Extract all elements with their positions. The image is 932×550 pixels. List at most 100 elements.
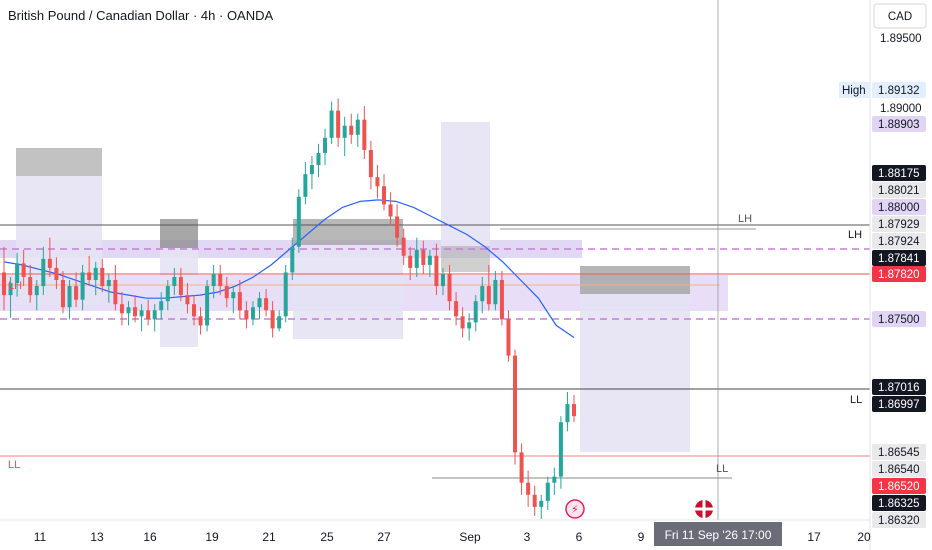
price-label: 1.86997: [878, 399, 920, 411]
candle-body: [133, 307, 138, 317]
level-annotation: LH: [8, 280, 22, 292]
time-tick-label: 25: [320, 530, 334, 544]
price-label: 1.87820: [878, 269, 920, 281]
price-label: 1.88021: [878, 185, 920, 197]
candle-body: [198, 316, 203, 326]
candle-body: [100, 267, 105, 287]
price-label: 1.87841: [878, 253, 920, 265]
price-label-bg: [872, 250, 926, 266]
candle-body: [401, 237, 406, 256]
price-label-bg: [872, 396, 926, 412]
price-label: 1.86545: [878, 447, 920, 459]
level-annotation: LH: [848, 229, 862, 241]
candle-body: [67, 286, 72, 308]
price-axis: CAD 1.89500 1.89000 High 1.89132 1.88903 1.881…: [839, 3, 927, 528]
economic-event-icon[interactable]: [565, 499, 585, 519]
price-label-bg: [872, 182, 926, 198]
candle-body: [54, 267, 59, 281]
candle-body: [28, 276, 33, 296]
candle-body: [388, 204, 393, 217]
candle-body: [434, 255, 439, 287]
candle-body: [47, 258, 52, 268]
chart-title: British Pound / Canadian Dollar · 4h · O…: [8, 8, 274, 23]
candle-body: [382, 186, 386, 205]
candle-body: [87, 272, 92, 281]
zone-box: [160, 219, 198, 248]
candle-body: [126, 307, 131, 314]
currency-label: CAD: [888, 11, 912, 23]
price-tick-label: 1.89500: [880, 33, 922, 45]
high-label: High: [842, 85, 866, 97]
candle-body: [349, 125, 354, 135]
price-label-bg: [872, 444, 926, 460]
price-label: 1.87929: [878, 219, 920, 231]
annotations-layer: LH LH LH LL LL LL ⚡: [8, 213, 862, 519]
candle-body: [264, 298, 269, 311]
price-label-bg: [872, 461, 926, 477]
time-tick-label: 17: [807, 530, 821, 544]
price-label-bg: [872, 233, 926, 249]
candle-body: [113, 280, 118, 305]
price-label-bg: [872, 116, 926, 132]
time-tick-label: 3: [524, 530, 531, 544]
candle-body: [440, 273, 445, 287]
candle-body: [421, 249, 426, 265]
candle-body: [309, 165, 314, 175]
price-label-bg: [872, 379, 926, 395]
candle-body: [558, 422, 563, 477]
time-axis: 11 13 16 19 21 25 27 Sep 3 6 9 17 20 Fri 11 Sep '26 1…: [34, 522, 871, 546]
time-tick-label: 16: [143, 530, 157, 544]
candle-body: [15, 263, 20, 284]
candle-body: [486, 286, 491, 305]
candle-body: [526, 482, 531, 495]
candle-body: [552, 476, 557, 483]
zone-box: [580, 294, 690, 452]
zone-box: [16, 148, 102, 176]
candle-body: [375, 177, 380, 187]
candle-body: [146, 310, 151, 320]
currency-button[interactable]: [873, 3, 927, 29]
price-label-bg: [872, 512, 926, 528]
candle-body: [342, 125, 347, 138]
level-annotation: LL: [716, 463, 728, 475]
candle-body: [467, 322, 472, 329]
zone-box: [293, 219, 403, 245]
candle-body: [270, 310, 275, 329]
price-label-bg: [872, 311, 926, 327]
level-annotation: LL: [8, 459, 20, 471]
zone-box: [441, 246, 490, 272]
candle-body: [257, 298, 262, 308]
candle-body: [60, 280, 65, 308]
candle-body: [21, 263, 26, 277]
candle-body: [119, 304, 124, 314]
candle-body: [152, 310, 157, 320]
price-tick-label: 1.89000: [880, 103, 922, 115]
candle-body: [277, 316, 282, 329]
price-label: 1.88000: [878, 202, 920, 214]
candle-body: [454, 301, 459, 317]
candle-body: [303, 174, 308, 197]
candle-body: [159, 301, 164, 311]
price-label: 1.89132: [878, 85, 920, 97]
price-label-bg: [872, 199, 926, 215]
price-label: 1.87016: [878, 382, 920, 394]
candle-body: [250, 307, 255, 320]
candle-body: [539, 500, 544, 507]
time-tick-label: 20: [857, 530, 871, 544]
price-label-bg: [872, 165, 926, 181]
candle-body: [368, 149, 373, 178]
price-label: 1.86320: [878, 515, 920, 527]
candle-body: [290, 246, 295, 273]
candle-body: [395, 216, 400, 238]
moving-average-layer: [3, 199, 575, 338]
candle-body: [41, 258, 46, 287]
candle-body: [460, 316, 465, 329]
candle-body: [408, 255, 413, 268]
zone-box: [293, 245, 403, 339]
candle-body: [283, 272, 288, 317]
candle-body: [572, 404, 576, 417]
price-label-bg: [872, 495, 926, 511]
crosshair-time-bg: [654, 522, 782, 546]
candle-body: [447, 273, 452, 302]
